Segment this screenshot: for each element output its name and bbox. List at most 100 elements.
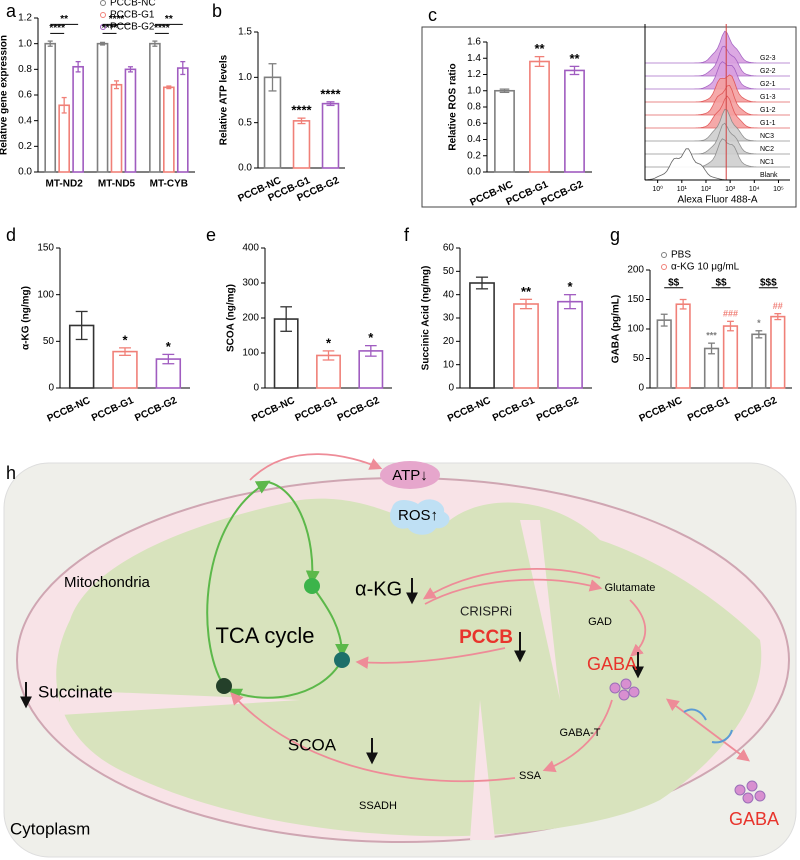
significance-label: ****	[102, 23, 118, 34]
y-tick-label: 1.2	[18, 13, 32, 24]
bar	[770, 315, 786, 389]
y-tick-label: 0.5	[238, 117, 252, 128]
significance-label: *	[368, 330, 374, 345]
ridge-label: G1-1	[760, 120, 776, 127]
ridge-label: G2-2	[760, 68, 776, 75]
legend-label: PCCB-NC	[110, 0, 156, 9]
bar	[110, 83, 123, 173]
arrow	[424, 578, 603, 605]
gaba-label: GABA	[729, 809, 779, 829]
significance-label: ****	[154, 23, 170, 34]
ros-blob	[389, 499, 450, 535]
arrow	[355, 647, 506, 670]
panel-letter: e	[206, 225, 216, 245]
y-tick-label: 0.4	[18, 115, 32, 126]
gaba-label: GABA	[587, 654, 637, 674]
arrow	[665, 698, 751, 762]
legend-marker	[661, 264, 667, 270]
x-tick-label: PCCB-G2	[133, 395, 179, 424]
x-tick-label: MT-ND2	[46, 179, 84, 190]
y-tick-label: 0.6	[18, 90, 32, 101]
significance-label: **	[60, 14, 68, 25]
histogram	[645, 95, 790, 129]
x-axis-label: Alexa Fluor 488-A	[677, 195, 757, 206]
panel-letter: b	[212, 1, 222, 21]
y-tick-label: 0.0	[18, 167, 32, 178]
bar	[96, 42, 109, 173]
matrix	[56, 498, 762, 837]
x-tick-label: PCCB-G1	[686, 395, 732, 424]
y-tick-label: 40	[443, 289, 455, 300]
significance-label: $$	[668, 277, 680, 288]
significance-label: *	[166, 339, 172, 354]
x-tick-label: 10⁵	[773, 186, 784, 193]
y-tick-label: 1.0	[467, 85, 481, 96]
histogram	[645, 30, 790, 64]
cytoplasm-label: Cytoplasm	[10, 819, 90, 838]
significance-label: *	[122, 332, 128, 347]
y-tick-label: 0.0	[238, 163, 252, 174]
y-axis-label: Succinic Acid (ng/mg)	[421, 266, 432, 371]
panel-letter: d	[6, 225, 16, 245]
bar	[112, 350, 138, 389]
x-tick-label: 10⁴	[749, 186, 760, 193]
y-tick-label: 100	[627, 324, 644, 335]
succinate-node	[216, 678, 232, 694]
bar	[513, 303, 539, 389]
y-tick-label: 100	[37, 289, 54, 300]
y-tick-label: 400	[242, 243, 259, 254]
x-tick-label: PCCB-NC	[250, 395, 296, 424]
bar	[469, 282, 495, 389]
panel-frame	[421, 26, 797, 208]
y-tick-label: 0.2	[467, 150, 481, 161]
x-tick-label: PCCB-NC	[46, 395, 92, 424]
bar	[124, 68, 137, 173]
y-tick-label: 50	[633, 353, 645, 364]
arrow	[230, 692, 516, 783]
bar	[494, 89, 515, 173]
succinate-label: Succinate	[38, 682, 113, 701]
bar	[564, 69, 585, 173]
y-tick-label: 1.0	[18, 38, 32, 49]
legend-label: PBS	[671, 250, 691, 261]
ridge-label: NC3	[760, 133, 774, 140]
significance-label: *	[567, 279, 573, 294]
x-tick-label: PCCB-G2	[733, 395, 779, 424]
ridge-label: G2-1	[760, 81, 776, 88]
x-tick-label: PCCB-G1	[293, 395, 339, 424]
panel-letter: a	[6, 1, 17, 21]
histogram	[645, 108, 790, 142]
bar	[176, 67, 189, 173]
y-axis-label: SCOA (ng/mg)	[226, 284, 237, 352]
y-tick-label: 0.8	[467, 102, 481, 113]
y-tick-label: 0.6	[467, 118, 481, 129]
panel-letter: h	[6, 463, 16, 483]
ssa-label: SSA	[519, 770, 542, 782]
ridge-label: G2-3	[760, 55, 776, 62]
arrow	[542, 699, 613, 773]
tca-arrow	[206, 480, 271, 687]
bar	[675, 303, 691, 389]
histogram	[645, 122, 790, 155]
significance-label: **	[534, 41, 545, 56]
y-axis-label: Relative gene expression	[0, 35, 10, 155]
significance-label: *	[757, 318, 761, 328]
ridge-label: Blank	[760, 172, 778, 179]
y-tick-label: 300	[242, 278, 259, 289]
ridge-label: NC1	[760, 159, 774, 166]
bar	[44, 42, 57, 173]
x-tick-label: PCCB-NC	[638, 395, 684, 424]
legend-marker	[100, 0, 106, 6]
significance-label: $$$	[760, 277, 777, 288]
tca-arrow	[267, 481, 320, 585]
crispri-label: CRISPRi	[460, 603, 512, 618]
bar	[149, 42, 161, 173]
glutamate-label: Glutamate	[605, 582, 656, 594]
bar	[751, 333, 767, 389]
legend-label: PCCB-G1	[110, 10, 155, 21]
y-tick-label: 200	[242, 313, 259, 324]
gaba-cluster	[609, 678, 766, 804]
legend-marker	[661, 252, 667, 258]
significance-label: $$	[715, 277, 727, 288]
y-tick-label: 1.6	[467, 37, 481, 48]
